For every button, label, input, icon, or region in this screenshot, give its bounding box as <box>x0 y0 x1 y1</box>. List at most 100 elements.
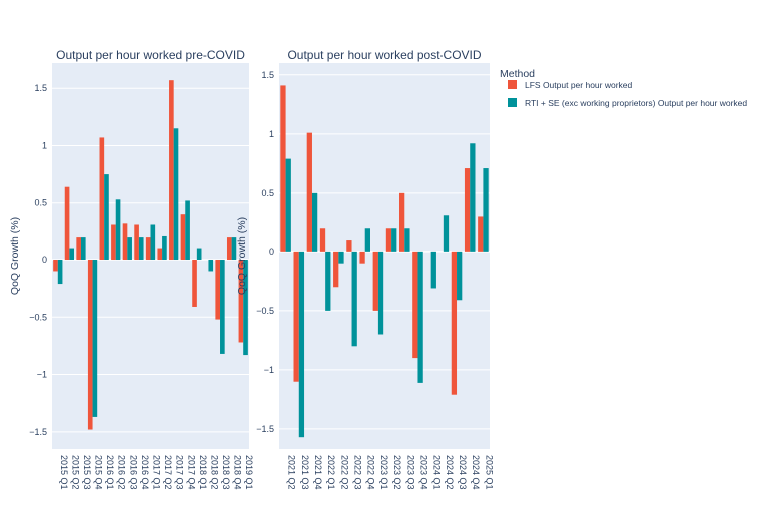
bar-rti[interactable] <box>208 260 214 272</box>
bar-lfs[interactable] <box>53 260 58 272</box>
x-tick-label: 2016 Q4 <box>140 455 150 490</box>
legend-label-lfs[interactable]: LFS Output per hour worked <box>525 80 633 90</box>
x-tick-label: 2015 Q2 <box>70 455 80 490</box>
x-tick-label: 2018 Q3 <box>221 455 231 490</box>
bar-lfs[interactable] <box>145 237 151 261</box>
y-axis-label-post-covid: QoQ Growth (%) <box>236 217 248 295</box>
bar-rti[interactable] <box>483 168 489 252</box>
bar-rti[interactable] <box>104 174 109 261</box>
bar-rti[interactable] <box>457 251 463 301</box>
bar-rti[interactable] <box>231 237 237 261</box>
legend-label-rti[interactable]: RTI + SE (exc working proprietors) Outpu… <box>525 98 747 108</box>
x-tick-label: 2024 Q2 <box>445 455 455 490</box>
panel-post-covid: Output per hour worked post-COVID QoQ Gr… <box>236 48 494 490</box>
bar-rti[interactable] <box>311 192 318 252</box>
x-tick-label: 2023 Q2 <box>392 455 402 490</box>
x-tick-label: 2017 Q2 <box>163 455 173 490</box>
bar-lfs[interactable] <box>238 260 244 343</box>
x-tick-label: 2022 Q1 <box>326 455 336 490</box>
y-axis-label-pre-covid: QoQ Growth (%) <box>9 217 21 295</box>
bar-rti[interactable] <box>285 158 291 252</box>
bar-lfs[interactable] <box>464 168 471 252</box>
y-tick-label: 1 <box>42 140 47 150</box>
bar-lfs[interactable] <box>346 240 352 252</box>
bar-lfs[interactable] <box>134 224 139 261</box>
x-tick-label: 2022 Q3 <box>353 455 363 490</box>
bar-rti[interactable] <box>173 128 179 261</box>
bar-rti[interactable] <box>138 237 144 261</box>
bar-lfs[interactable] <box>385 228 392 252</box>
bar-rti[interactable] <box>243 260 248 356</box>
bar-rti[interactable] <box>57 260 63 285</box>
bar-rti[interactable] <box>404 228 410 252</box>
y-tick-label: 0.5 <box>34 198 47 208</box>
bar-rti[interactable] <box>162 235 167 261</box>
bar-rti[interactable] <box>185 200 190 261</box>
y-tick-label: −1 <box>37 370 47 380</box>
legend-swatch-lfs[interactable] <box>508 80 517 89</box>
x-tick-label: 2019 Q1 <box>244 455 254 490</box>
x-tick-label: 2023 Q1 <box>379 455 389 490</box>
chart-title-post-covid: Output per hour worked post-COVID <box>287 48 481 62</box>
bar-rti[interactable] <box>92 260 98 417</box>
bar-lfs[interactable] <box>111 224 116 261</box>
legend-swatch-rti[interactable] <box>508 98 517 107</box>
bar-rti[interactable] <box>391 228 397 252</box>
bar-rti[interactable] <box>115 199 121 261</box>
bar-lfs[interactable] <box>157 248 163 261</box>
bar-rti[interactable] <box>377 251 384 335</box>
bar-rti[interactable] <box>351 251 357 347</box>
bar-rti[interactable] <box>470 143 476 252</box>
bar-lfs[interactable] <box>226 237 232 261</box>
bar-lfs[interactable] <box>76 237 81 261</box>
bar-lfs[interactable] <box>319 228 326 252</box>
bar-rti[interactable] <box>80 237 86 261</box>
x-tick-label: 2015 Q1 <box>59 455 69 490</box>
y-tick-label: −1 <box>264 365 274 375</box>
bar-lfs[interactable] <box>478 216 484 252</box>
bar-lfs[interactable] <box>451 251 458 395</box>
y-tick-label: −1.5 <box>256 424 274 434</box>
bar-lfs[interactable] <box>399 192 405 252</box>
bar-lfs[interactable] <box>306 132 312 252</box>
bar-lfs[interactable] <box>99 137 105 261</box>
bar-rti[interactable] <box>417 251 423 383</box>
x-tick-label: 2022 Q4 <box>366 455 376 490</box>
bar-rti[interactable] <box>150 224 156 261</box>
bar-rti[interactable] <box>325 251 331 311</box>
bar-rti[interactable] <box>220 260 225 354</box>
bar-lfs[interactable] <box>215 260 221 320</box>
bar-rti[interactable] <box>127 237 132 261</box>
bar-lfs[interactable] <box>180 214 186 261</box>
bar-lfs[interactable] <box>87 260 93 430</box>
x-tick-label: 2015 Q3 <box>82 455 92 490</box>
y-tick-label: 1 <box>269 129 274 139</box>
y-tick-label: −1.5 <box>29 427 47 437</box>
legend-title: Method <box>500 68 535 80</box>
bar-lfs[interactable] <box>122 223 128 261</box>
x-tick-label: 2018 Q2 <box>209 455 219 490</box>
bar-lfs[interactable] <box>64 186 70 261</box>
bar-lfs[interactable] <box>333 251 339 288</box>
bar-rti[interactable] <box>430 251 436 289</box>
bar-rti[interactable] <box>443 215 450 252</box>
bar-lfs[interactable] <box>359 251 365 264</box>
x-tick-label: 2022 Q2 <box>339 455 349 490</box>
bar-rti[interactable] <box>364 228 370 252</box>
bar-lfs[interactable] <box>293 251 299 382</box>
bar-lfs[interactable] <box>280 85 286 252</box>
x-tick-label: 2017 Q3 <box>175 455 185 490</box>
x-tick-label: 2016 Q2 <box>117 455 127 490</box>
bar-lfs[interactable] <box>192 260 197 307</box>
x-tick-label: 2017 Q4 <box>186 455 196 490</box>
bar-lfs[interactable] <box>169 80 174 261</box>
bar-lfs[interactable] <box>372 251 378 311</box>
x-tick-label: 2024 Q3 <box>458 455 468 490</box>
x-tick-label: 2024 Q4 <box>471 455 481 490</box>
bar-rti[interactable] <box>69 248 75 261</box>
bar-rti[interactable] <box>298 251 305 438</box>
bar-rti[interactable] <box>196 248 202 261</box>
y-tick-label: 0 <box>42 255 47 265</box>
bar-lfs[interactable] <box>412 251 418 359</box>
bar-rti[interactable] <box>338 251 344 264</box>
